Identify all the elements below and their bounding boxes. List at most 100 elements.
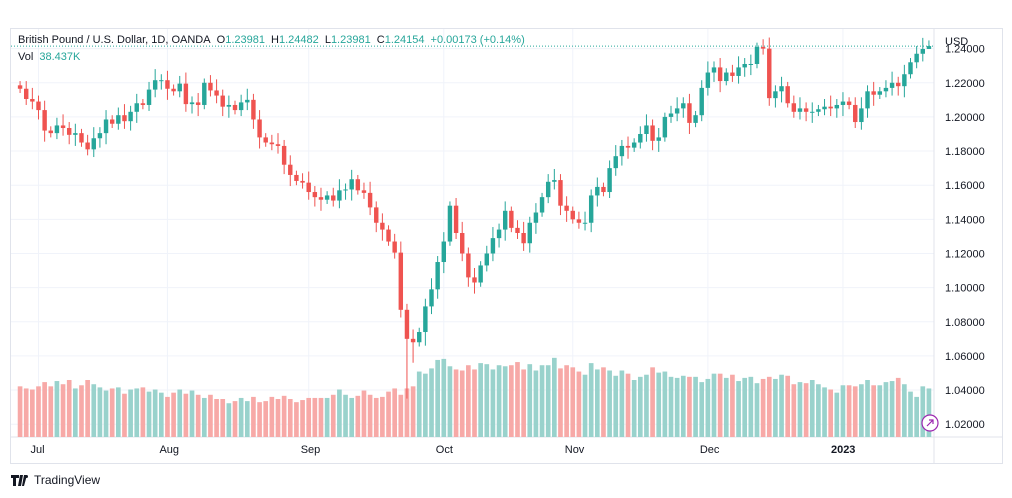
volume-bar: [30, 389, 35, 437]
volume-bar: [410, 386, 416, 437]
candle-body: [502, 210, 508, 230]
chart-canvas[interactable]: 1.24000 1.22000 1.20000 1.18000 1.16000 1.140…: [11, 29, 1002, 463]
volume-bar: [613, 375, 619, 437]
candle-body: [595, 186, 600, 196]
y-tick-label: 1.22000: [945, 78, 985, 90]
volume-bar: [103, 390, 109, 437]
candle-body: [109, 119, 115, 124]
candle-body: [195, 102, 201, 105]
volume-bar: [441, 358, 447, 437]
volume-bar: [386, 391, 391, 437]
candle-body: [251, 99, 256, 120]
candle-body: [42, 110, 47, 131]
volume-bar: [294, 402, 299, 437]
candle-body: [269, 142, 275, 145]
volume-bar: [416, 371, 422, 437]
volume-bar: [877, 385, 883, 437]
candle-body: [545, 181, 551, 198]
candle-body: [386, 229, 391, 242]
volume-bar: [705, 378, 711, 437]
volume-bar: [582, 374, 588, 437]
candle-body: [66, 128, 72, 135]
volume-bar: [238, 397, 244, 437]
candle-body: [760, 46, 766, 49]
candle-body: [638, 133, 643, 143]
volume-bar: [662, 371, 668, 437]
legend-high-label: H: [271, 34, 279, 46]
candle-body: [662, 116, 668, 138]
volume-bar: [134, 388, 140, 437]
volume-bar: [367, 394, 373, 437]
candle-body: [521, 233, 526, 244]
candle-body: [871, 91, 876, 95]
candle-body: [533, 212, 539, 223]
candle-body: [650, 125, 655, 141]
volume-bar: [171, 392, 176, 437]
candle-body: [515, 227, 520, 233]
volume-bar: [189, 390, 195, 437]
candle-body: [294, 174, 299, 181]
candle-body: [613, 156, 618, 169]
candle-body: [785, 86, 790, 104]
volume-bar: [257, 402, 262, 437]
volume-bar: [723, 377, 729, 437]
volume-bar: [699, 382, 705, 437]
candle-body: [146, 89, 152, 105]
candle-body: [349, 179, 354, 190]
volume-bar: [680, 375, 686, 437]
candle-body: [896, 82, 901, 87]
volume-bar: [312, 397, 318, 437]
volume-bar: [361, 390, 367, 437]
volume-bar: [251, 396, 256, 437]
candle-body: [103, 119, 109, 134]
y-tick-label: 1.20000: [945, 112, 985, 124]
volume-bar: [380, 396, 385, 437]
volume-bar: [502, 366, 508, 437]
volume-bar: [588, 363, 594, 437]
candle-body: [877, 91, 883, 95]
volume-bar: [895, 377, 901, 437]
y-tick-label: 1.14000: [945, 214, 985, 226]
volume-bar: [392, 388, 398, 437]
candle-body: [134, 103, 139, 112]
candle-body: [484, 253, 489, 266]
candle-body: [288, 164, 293, 175]
candle-body: [453, 205, 459, 233]
volume-bar: [490, 369, 496, 437]
volume-bar: [656, 372, 662, 437]
candle-body: [159, 80, 164, 82]
candle-body: [674, 108, 680, 114]
candle-body: [496, 229, 502, 239]
volume-bar: [435, 359, 440, 437]
candle-body: [318, 197, 324, 200]
volume-bar: [459, 370, 465, 437]
volume-bar: [373, 397, 379, 437]
volume-bar: [79, 385, 84, 437]
volume-bar: [711, 373, 717, 437]
volume-bar: [797, 382, 803, 437]
volume-bar: [631, 380, 637, 437]
candle-body: [705, 72, 711, 88]
y-tick-label: 1.08000: [945, 317, 985, 329]
candle-body: [435, 262, 440, 290]
volume-bar: [244, 401, 250, 437]
volume-bar: [625, 373, 631, 437]
candle-body: [48, 130, 53, 134]
volume-bar: [803, 383, 809, 437]
candle-body: [509, 210, 514, 228]
footer-brand[interactable]: TradingView: [10, 470, 100, 490]
candle-body: [466, 253, 471, 278]
volume-bar: [766, 376, 772, 437]
candle-body: [423, 306, 428, 333]
legend-vol-label: Vol: [18, 51, 34, 63]
volume-bar: [570, 367, 576, 437]
candle-body: [576, 219, 582, 223]
candle-body: [85, 142, 90, 150]
candle-body: [275, 144, 281, 146]
candle-body: [791, 103, 797, 112]
y-tick-label: 1.10000: [945, 283, 985, 295]
volume-bar: [693, 376, 698, 437]
volume-bar: [816, 384, 821, 437]
candle-body: [429, 289, 434, 307]
candle-body: [754, 46, 760, 64]
